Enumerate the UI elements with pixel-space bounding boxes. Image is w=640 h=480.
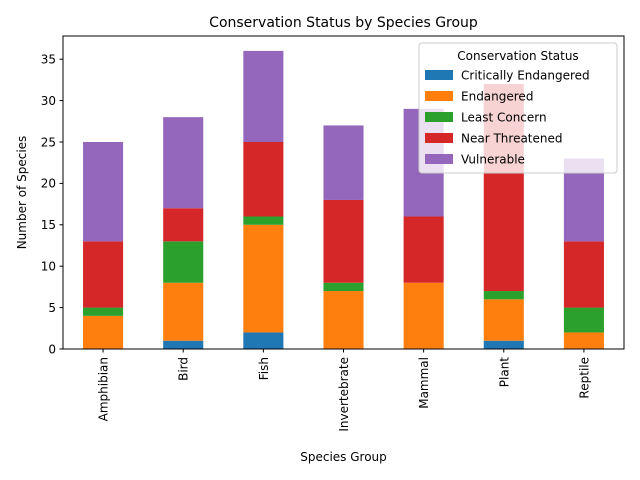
bar-mammal-near-threatened [403,216,444,283]
bar-amphibian-vulnerable [83,141,124,242]
legend-swatch-endangered [425,91,453,101]
bar-fish-critically-endangered [243,332,284,349]
legend-label-vulnerable: Vulnerable [461,153,525,167]
bar-invertebrate-least-concern [323,282,364,292]
bar-amphibian-endangered [83,315,124,349]
bar-plant-critically-endangered [483,340,524,349]
bar-bird-least-concern [163,241,204,283]
bar-invertebrate-endangered [323,291,364,349]
bar-fish-endangered [243,224,284,333]
y-tick-label: 20 [41,177,56,191]
bar-bird-near-threatened [163,208,204,242]
x-tick-label-reptile: Reptile [577,357,591,399]
bar-plant-least-concern [483,291,524,300]
legend-label-least-concern: Least Concern [461,111,547,125]
y-tick-label: 0 [48,342,56,356]
legend-swatch-vulnerable [425,154,453,164]
y-tick-label: 35 [41,52,56,66]
bar-bird-endangered [163,282,204,341]
x-axis-title: Species Group [300,450,387,464]
y-tick-label: 5 [48,301,56,315]
x-tick-label-bird: Bird [177,357,191,381]
y-axis-title: Number of Species [15,136,29,250]
bar-fish-vulnerable [243,50,284,142]
bar-invertebrate-vulnerable [323,125,364,200]
bar-bird-vulnerable [163,117,204,209]
chart-title: Conservation Status by Species Group [209,15,478,31]
legend-label-critically-endangered: Critically Endangered [461,69,590,83]
legend-label-near-threatened: Near Threatened [461,132,563,146]
y-tick-label: 10 [41,259,56,273]
bar-fish-least-concern [243,216,284,225]
legend-swatch-critically-endangered [425,70,453,80]
legend-title: Conservation Status [457,49,578,63]
bar-reptile-least-concern [563,307,604,333]
bar-amphibian-least-concern [83,307,124,316]
bar-amphibian-near-threatened [83,241,124,308]
x-tick-label-fish: Fish [257,357,271,380]
legend-swatch-least-concern [425,112,453,122]
y-tick-label: 30 [41,94,56,108]
x-tick-label-amphibian: Amphibian [97,357,111,421]
x-tick-label-invertebrate: Invertebrate [337,357,351,432]
bar-reptile-endangered [563,332,604,349]
bar-bird-critically-endangered [163,340,204,349]
y-tick-label: 25 [41,135,56,149]
legend-label-endangered: Endangered [461,90,533,104]
bar-reptile-near-threatened [563,241,604,308]
bar-invertebrate-near-threatened [323,199,364,283]
x-tick-label-plant: Plant [497,357,511,388]
bar-mammal-endangered [403,282,444,349]
legend-swatch-near-threatened [425,133,453,143]
y-axis: 0 5 10 15 20 25 30 35 [41,52,63,356]
y-tick-label: 15 [41,218,56,232]
legend: Conservation Status Critically Endangered… [418,42,618,174]
bar-plant-endangered [483,299,524,341]
x-tick-label-mammal: Mammal [417,357,431,409]
x-axis: Amphibian Bird Fish Invertebrate Mammal Plant… [97,349,591,432]
legend-frame [418,42,618,174]
bar-fish-near-threatened [243,141,284,217]
